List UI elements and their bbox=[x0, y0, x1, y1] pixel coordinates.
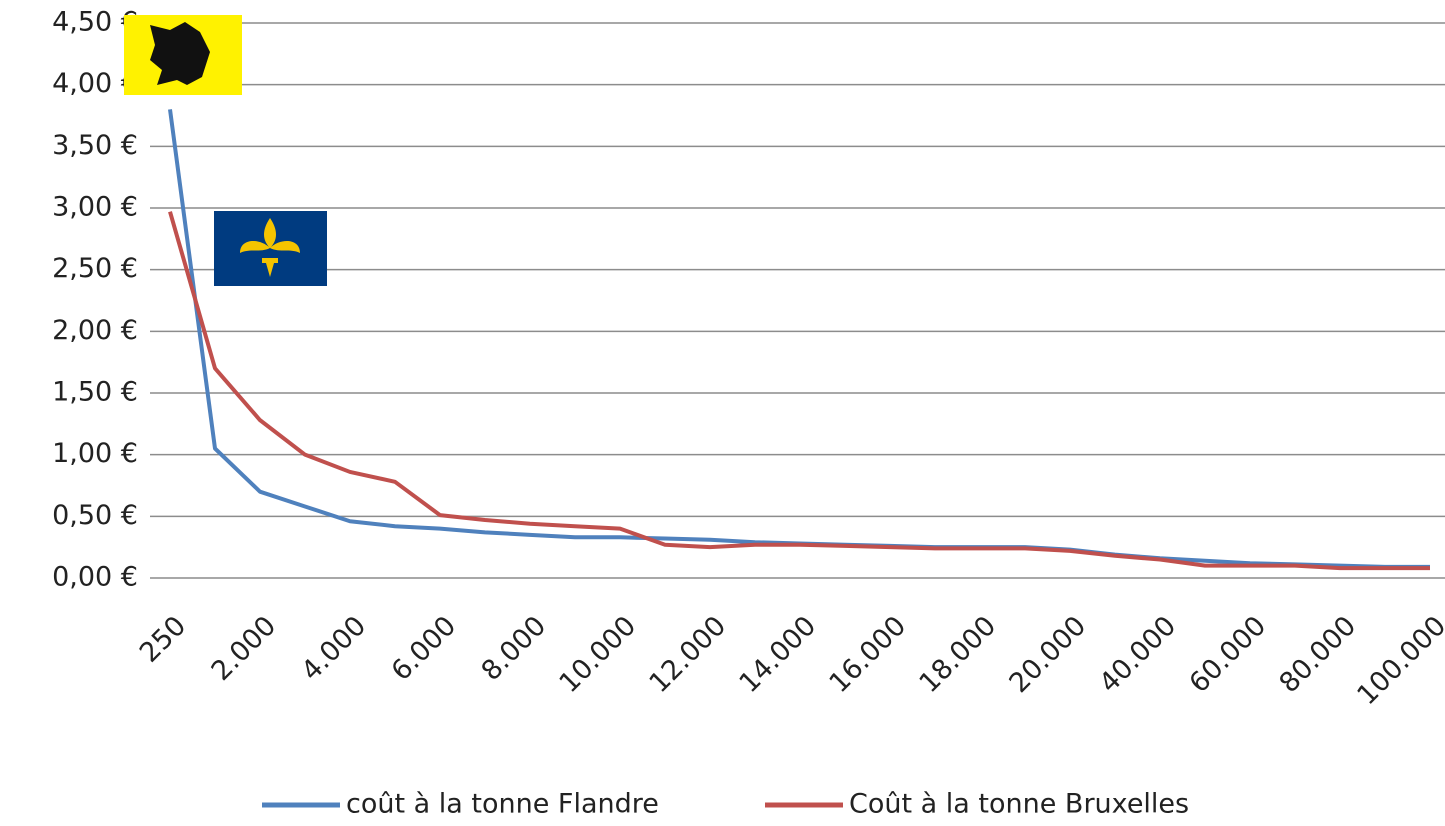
y-tick-label: 2,00 € bbox=[52, 315, 138, 346]
x-tick-label: 20.000 bbox=[1004, 610, 1093, 699]
legend-label: Coût à la tonne Bruxelles bbox=[849, 789, 1189, 820]
x-tick-label: 18.000 bbox=[914, 610, 1003, 699]
legend-label: coût à la tonne Flandre bbox=[346, 789, 659, 820]
x-tick-label: 12.000 bbox=[644, 610, 733, 699]
line-series bbox=[168, 211, 1430, 571]
x-tick-label: 10.000 bbox=[554, 610, 643, 699]
y-tick-label: 1,50 € bbox=[52, 377, 138, 408]
y-tick-label: 4,00 € bbox=[52, 68, 138, 99]
y-tick-label: 1,00 € bbox=[52, 438, 138, 469]
flag-flanders bbox=[124, 15, 242, 95]
y-tick-label: 3,50 € bbox=[52, 130, 138, 161]
y-tick-label: 0,00 € bbox=[52, 562, 138, 593]
x-tick-label: 100.000 bbox=[1351, 610, 1445, 711]
y-tick-label: 2,50 € bbox=[52, 253, 138, 284]
y-tick-label: 4,50 € bbox=[52, 7, 138, 38]
line-series bbox=[168, 109, 1430, 569]
x-tick-label: 80.000 bbox=[1274, 610, 1363, 699]
x-tick-label: 60.000 bbox=[1184, 610, 1273, 699]
x-tick-label: 14.000 bbox=[734, 610, 823, 699]
x-tick-label: 8.000 bbox=[476, 610, 553, 687]
y-tick-label: 3,00 € bbox=[52, 192, 138, 223]
plot: 0,00 € 0,50 € 1,00 € 1,50 € 2,00 € 2,50 € 3,00… bbox=[52, 7, 1445, 820]
x-tick-label: 2.000 bbox=[206, 610, 283, 687]
x-tick-label: 16.000 bbox=[824, 610, 913, 699]
x-tick-label: 250 bbox=[134, 610, 192, 668]
x-tick-label: 4.000 bbox=[296, 610, 373, 687]
flag-brussels bbox=[214, 211, 327, 286]
y-tick-label: 0,50 € bbox=[52, 500, 138, 531]
x-tick-label: 6.000 bbox=[386, 610, 463, 687]
x-tick-label: 40.000 bbox=[1094, 610, 1183, 699]
